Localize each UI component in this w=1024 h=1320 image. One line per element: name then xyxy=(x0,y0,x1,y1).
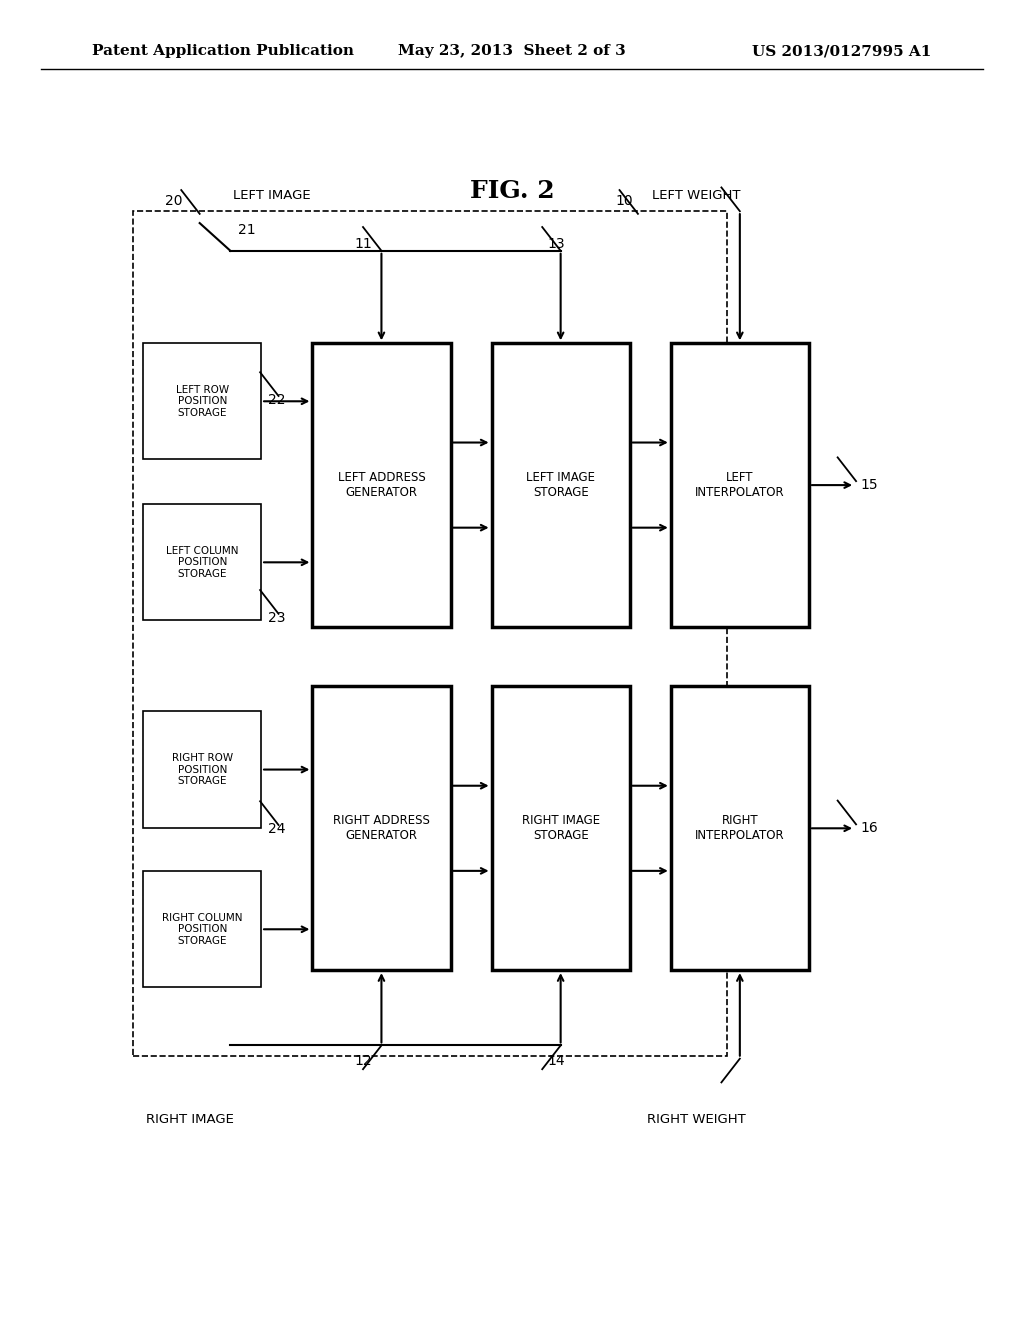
FancyBboxPatch shape xyxy=(492,686,630,970)
Text: RIGHT
INTERPOLATOR: RIGHT INTERPOLATOR xyxy=(695,814,784,842)
FancyBboxPatch shape xyxy=(671,686,809,970)
Text: 16: 16 xyxy=(860,821,878,836)
Text: LEFT IMAGE
STORAGE: LEFT IMAGE STORAGE xyxy=(526,471,595,499)
FancyBboxPatch shape xyxy=(312,343,451,627)
Text: RIGHT COLUMN
POSITION
STORAGE: RIGHT COLUMN POSITION STORAGE xyxy=(162,912,243,946)
FancyBboxPatch shape xyxy=(492,343,630,627)
Text: 21: 21 xyxy=(238,223,255,236)
Text: US 2013/0127995 A1: US 2013/0127995 A1 xyxy=(753,45,932,58)
Text: 11: 11 xyxy=(354,238,373,251)
Text: LEFT COLUMN
POSITION
STORAGE: LEFT COLUMN POSITION STORAGE xyxy=(166,545,239,579)
Text: RIGHT IMAGE
STORAGE: RIGHT IMAGE STORAGE xyxy=(521,814,600,842)
Text: 10: 10 xyxy=(615,194,634,207)
Text: RIGHT ADDRESS
GENERATOR: RIGHT ADDRESS GENERATOR xyxy=(333,814,430,842)
FancyBboxPatch shape xyxy=(143,504,261,620)
FancyBboxPatch shape xyxy=(671,343,809,627)
Text: 22: 22 xyxy=(268,393,286,407)
Text: 20: 20 xyxy=(165,194,183,207)
FancyBboxPatch shape xyxy=(312,686,451,970)
Text: FIG. 2: FIG. 2 xyxy=(470,180,554,203)
Text: 13: 13 xyxy=(547,238,565,251)
Text: LEFT ROW
POSITION
STORAGE: LEFT ROW POSITION STORAGE xyxy=(176,384,228,418)
FancyBboxPatch shape xyxy=(143,343,261,459)
Text: RIGHT IMAGE: RIGHT IMAGE xyxy=(145,1113,233,1126)
Text: 24: 24 xyxy=(268,822,286,836)
Text: RIGHT ROW
POSITION
STORAGE: RIGHT ROW POSITION STORAGE xyxy=(172,752,232,787)
Text: LEFT
INTERPOLATOR: LEFT INTERPOLATOR xyxy=(695,471,784,499)
Text: Patent Application Publication: Patent Application Publication xyxy=(92,45,354,58)
Text: 14: 14 xyxy=(547,1055,565,1068)
Text: LEFT ADDRESS
GENERATOR: LEFT ADDRESS GENERATOR xyxy=(338,471,425,499)
FancyBboxPatch shape xyxy=(143,871,261,987)
Text: May 23, 2013  Sheet 2 of 3: May 23, 2013 Sheet 2 of 3 xyxy=(398,45,626,58)
Text: LEFT WEIGHT: LEFT WEIGHT xyxy=(652,189,740,202)
FancyBboxPatch shape xyxy=(143,711,261,828)
Text: 15: 15 xyxy=(860,478,878,492)
Text: RIGHT WEIGHT: RIGHT WEIGHT xyxy=(647,1113,745,1126)
Text: 12: 12 xyxy=(354,1055,373,1068)
Text: 23: 23 xyxy=(268,611,286,624)
Text: LEFT IMAGE: LEFT IMAGE xyxy=(233,189,311,202)
